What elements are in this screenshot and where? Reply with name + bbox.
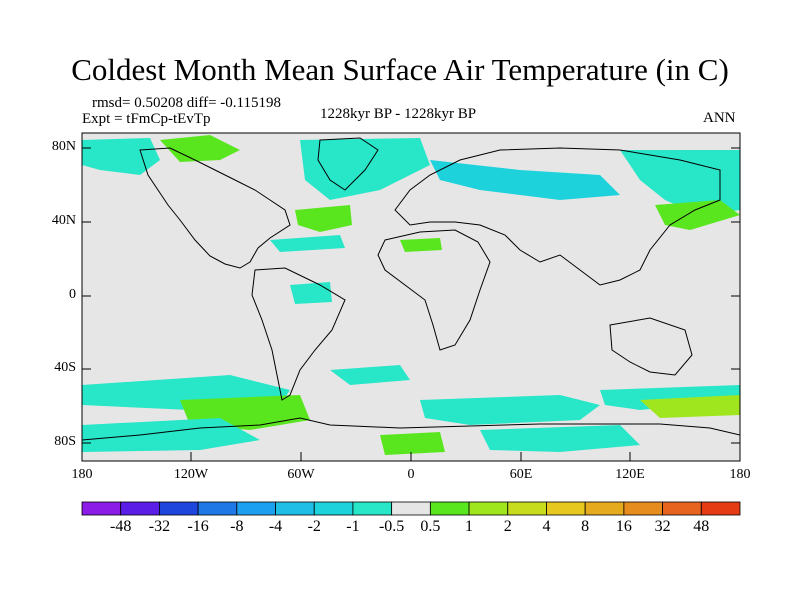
colorbar-swatch xyxy=(352,501,393,516)
colorbar-swatch xyxy=(391,501,431,516)
y-tick-label: 40N xyxy=(51,213,76,228)
x-tick-label: 120E xyxy=(615,467,645,482)
colorbar-label: 0.5 xyxy=(420,518,441,535)
anomaly-patch xyxy=(620,150,740,215)
colorbar-swatch xyxy=(197,501,238,516)
colorbar-swatch xyxy=(236,501,276,516)
colorbar-swatch xyxy=(313,501,354,516)
anomaly-patch xyxy=(420,395,600,425)
anomaly-patch xyxy=(640,395,740,418)
x-tick-label: 120W xyxy=(173,467,209,482)
colorbar-label: -48 xyxy=(110,518,132,535)
coast-greenland xyxy=(317,137,379,191)
coast-south-america xyxy=(251,267,346,401)
anomaly-patch xyxy=(270,235,345,252)
x-tick-label: 60W xyxy=(287,467,315,482)
colorbar-swatch xyxy=(159,501,199,516)
colorbar-label: 1 xyxy=(465,518,474,535)
anomaly-patch xyxy=(290,282,332,304)
anomaly-patch xyxy=(600,385,740,410)
y-tick-label: 40S xyxy=(54,360,76,375)
colorbar-label: -1 xyxy=(346,518,360,535)
experiment-label: Expt = tFmCp-tEvTp xyxy=(82,111,211,127)
axis-ticks xyxy=(81,147,741,461)
colorbar-label: 4 xyxy=(542,518,551,535)
colorbar xyxy=(81,501,741,516)
map-title: Coldest Month Mean Surface Air Temperatu… xyxy=(71,52,729,87)
x-tick-label: 0 xyxy=(407,467,415,482)
y-tick-label: 80S xyxy=(54,434,76,449)
anomaly-patch xyxy=(300,138,430,200)
anomaly-patches xyxy=(82,135,740,455)
coast-africa xyxy=(377,229,491,351)
coast-australia xyxy=(609,317,693,376)
colorbar-label: -0.5 xyxy=(378,518,405,535)
colorbar-label: -4 xyxy=(268,518,283,535)
anomaly-patch xyxy=(160,135,240,162)
colorbar-label: -32 xyxy=(148,518,171,535)
colorbar-swatch xyxy=(429,501,470,516)
period-label: 1228kyr BP - 1228kyr BP xyxy=(320,106,477,122)
colorbar-label: -2 xyxy=(307,518,321,535)
colorbar-label: -16 xyxy=(187,518,209,535)
anomaly-patch xyxy=(430,160,620,200)
y-tick-label: 80N xyxy=(51,139,76,154)
colorbar-label: 16 xyxy=(615,518,632,535)
colorbar-swatch xyxy=(81,501,122,516)
anomaly-patch xyxy=(82,138,160,175)
x-tick-label: 60E xyxy=(509,467,533,482)
stats-label: rmsd= 0.50208 diff= -0.115198 xyxy=(92,95,281,111)
coast-eurasia xyxy=(394,147,721,286)
colorbar-swatch xyxy=(120,501,160,516)
colorbar-swatch xyxy=(275,501,315,516)
coast-antarctica xyxy=(82,417,740,441)
anomaly-patch xyxy=(400,238,442,252)
anomaly-patch xyxy=(82,418,260,452)
anomaly-patch xyxy=(655,200,740,230)
anomaly-patch xyxy=(330,365,410,385)
colorbar-swatch xyxy=(662,501,702,516)
colorbar-swatch xyxy=(468,501,509,516)
coastlines xyxy=(82,137,740,441)
colorbar-swatch xyxy=(546,501,586,516)
colorbar-label: 32 xyxy=(654,518,671,535)
colorbar-swatch xyxy=(507,501,547,516)
x-tick-label: 180 xyxy=(71,467,93,482)
colorbar-label: 8 xyxy=(581,518,590,535)
coast-north-america xyxy=(139,147,291,269)
colorbar-label: 2 xyxy=(503,518,512,535)
colorbar-label: 48 xyxy=(693,518,710,535)
anomaly-patch xyxy=(380,432,445,455)
anomaly-patch xyxy=(480,425,640,452)
map-background xyxy=(82,133,740,461)
colorbar-swatch xyxy=(623,501,663,516)
x-tick-label: 180 xyxy=(729,467,751,482)
colorbar-label: -8 xyxy=(230,518,244,535)
colorbar-swatch xyxy=(700,501,741,516)
anomaly-patch xyxy=(295,205,352,232)
y-tick-label: 0 xyxy=(69,287,76,302)
colorbar-swatch xyxy=(584,501,625,516)
season-label: ANN xyxy=(703,110,736,126)
